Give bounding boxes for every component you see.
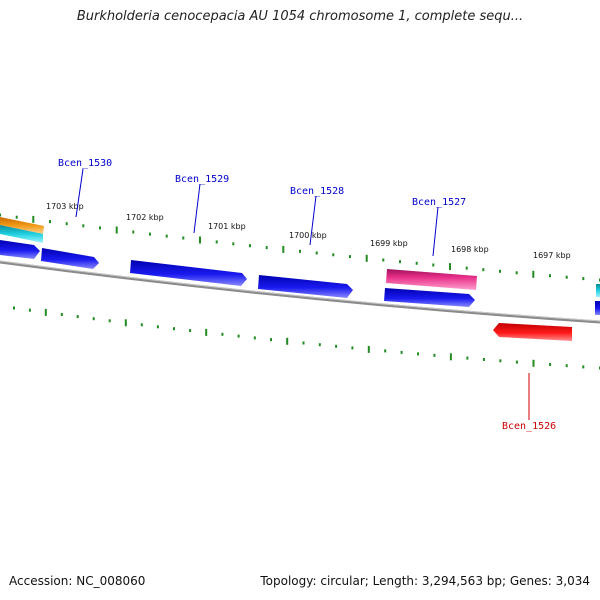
gene-feature-cyan-right[interactable] <box>596 284 600 297</box>
gene-label[interactable]: Bcen_1526 <box>502 421 556 432</box>
gene-feature-orange[interactable] <box>0 217 44 234</box>
map-title: Burkholderia cenocepacia AU 1054 chromos… <box>76 9 524 24</box>
gene-feature-cyan[interactable] <box>0 225 43 243</box>
chromosome-backbone-highlight <box>0 260 600 322</box>
gene-feature-pink[interactable] <box>386 269 477 290</box>
tick-row-lower <box>13 306 600 370</box>
kbp-label: 1701 kbp <box>208 222 246 231</box>
gene-arrow-bcen-1526[interactable] <box>493 323 572 341</box>
chromosome-backbone <box>0 260 600 324</box>
gene-label[interactable]: Bcen_1530 <box>58 158 112 169</box>
kbp-label: 1700 kbp <box>289 231 327 240</box>
gene-label[interactable]: Bcen_1529 <box>175 174 229 185</box>
tick-row-upper <box>0 213 600 282</box>
kbp-label: 1698 kbp <box>451 245 489 254</box>
gene-leader-line <box>309 195 317 246</box>
kbp-label: 1702 kbp <box>126 213 164 222</box>
gene-label[interactable]: Bcen_1528 <box>290 186 344 197</box>
genome-summary: Topology: circular; Length: 3,294,563 bp… <box>260 574 590 588</box>
accession-label: Accession: NC_008060 <box>9 574 146 588</box>
kbp-label: 1697 kbp <box>533 251 571 260</box>
gene-label[interactable]: Bcen_1527 <box>412 197 466 208</box>
kbp-label: 1699 kbp <box>370 239 408 248</box>
gene-feature-blue-edge[interactable] <box>0 240 40 259</box>
gene-arrow-bcen-1529[interactable] <box>130 260 247 286</box>
kbp-label: 1703 kbp <box>46 202 84 211</box>
gene-arrow-bcen-1530[interactable] <box>41 248 99 269</box>
gene-arrow-bcen-1528[interactable] <box>258 275 353 298</box>
gene-leader-line <box>432 206 439 257</box>
gene-feature-blue-right[interactable] <box>595 301 600 315</box>
gene-leader-line <box>75 168 84 218</box>
gene-leader-line <box>193 183 201 234</box>
gene-arrow-bcen-1527[interactable] <box>384 288 475 307</box>
